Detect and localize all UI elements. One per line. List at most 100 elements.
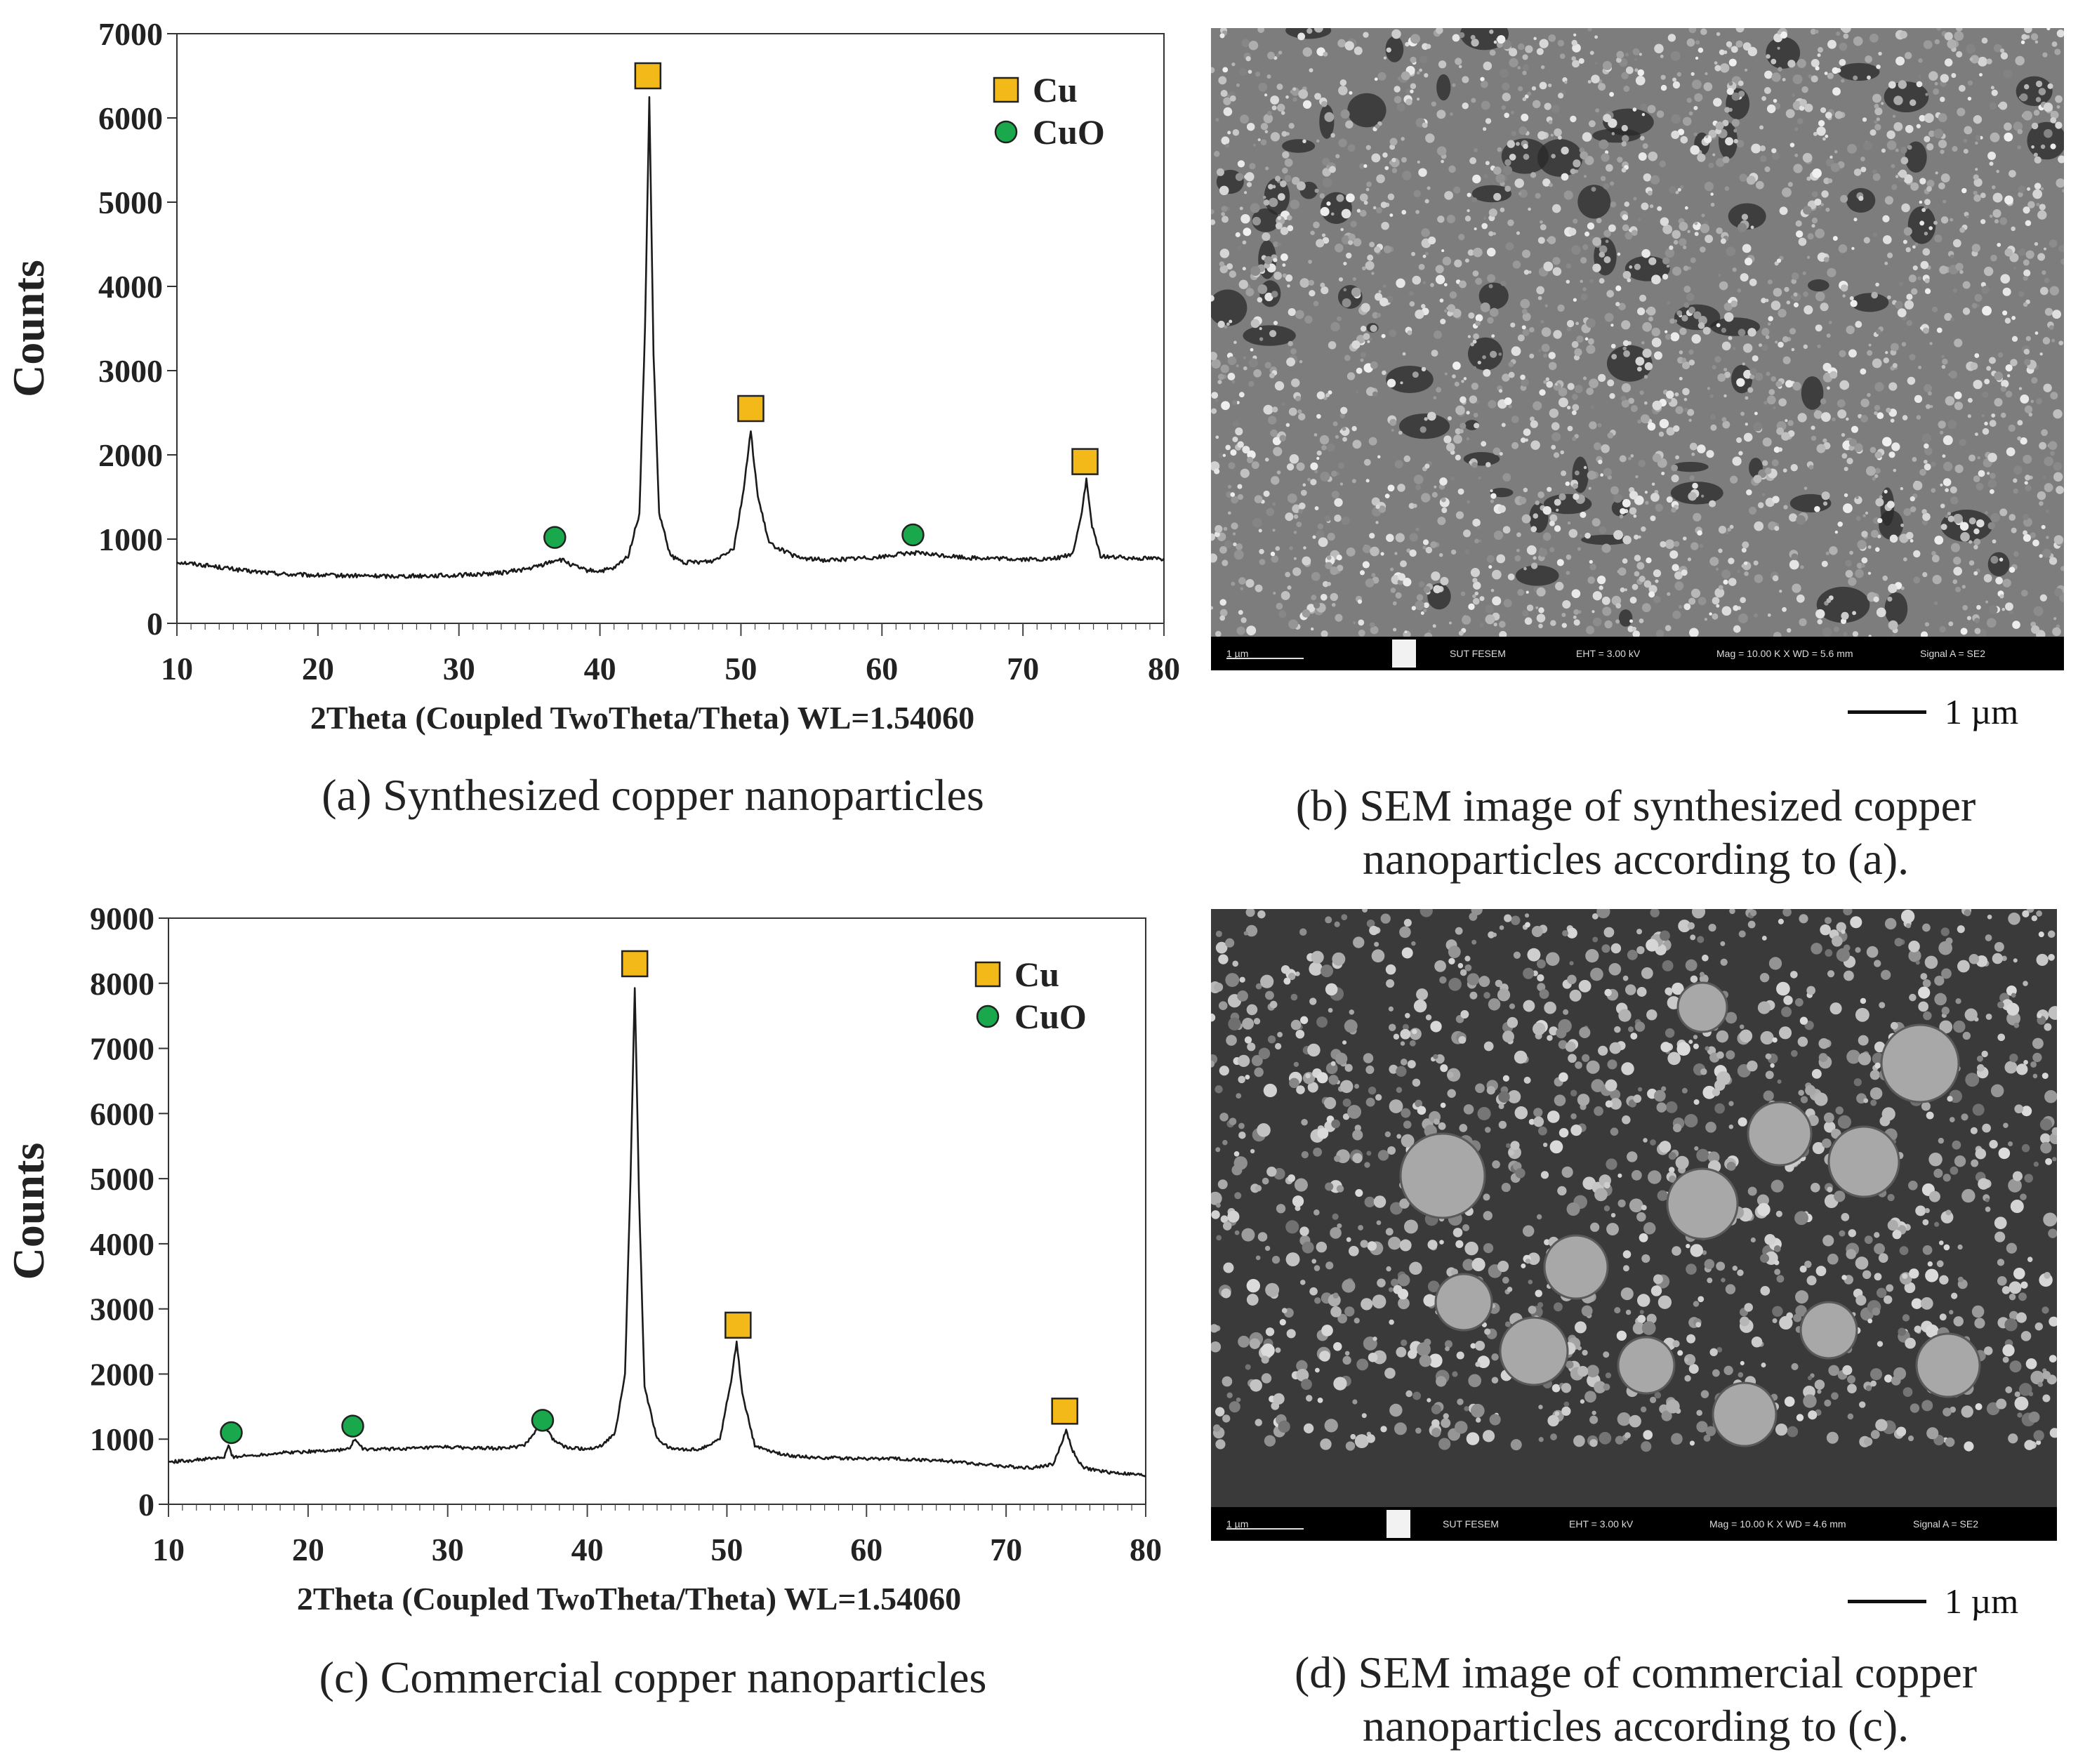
- sem-grain: [1492, 569, 1502, 580]
- sem-grain: [1222, 1376, 1233, 1387]
- scale-bar-line: [1848, 710, 1926, 714]
- sem-grain: [2018, 387, 2023, 390]
- sem-grain: [1933, 601, 1938, 606]
- sem-grain: [1537, 491, 1544, 498]
- sem-grain: [1310, 462, 1318, 470]
- sem-grain: [1841, 28, 1851, 34]
- sem-grain: [1971, 303, 1978, 309]
- sem-grain: [1828, 320, 1832, 324]
- sem-grain: [1821, 190, 1829, 198]
- sem-grain: [2041, 429, 2048, 437]
- sem-grain: [1288, 340, 1293, 347]
- sem-grain: [1921, 208, 1926, 213]
- sem-grain: [1331, 1119, 1340, 1129]
- sem-grain: [1498, 352, 1502, 356]
- sem-grain: [1617, 1412, 1631, 1426]
- sem-grain: [1536, 614, 1546, 623]
- sem-grain: [1874, 124, 1881, 131]
- sem-grain: [1986, 472, 1990, 475]
- sem-grain: [1285, 1220, 1299, 1234]
- sem-grain: [1947, 515, 1954, 522]
- sem-grain: [1483, 61, 1493, 71]
- sem-grain: [1837, 409, 1847, 419]
- sem-grain: [1642, 142, 1648, 149]
- sem-grain: [1680, 135, 1688, 144]
- sem-bar-scale: 1 µm: [1226, 648, 1249, 659]
- sem-image-synthesized: 1 µm SUT FESEM EHT = 3.00 kV Mag = 10.00…: [1211, 28, 2064, 670]
- sem-grain: [1471, 939, 1477, 945]
- sem-grain: [1324, 1419, 1338, 1433]
- sem-grain: [1332, 1292, 1339, 1299]
- sem-grain: [1530, 420, 1538, 428]
- sem-grain: [1781, 432, 1790, 441]
- sem-grain: [1241, 39, 1250, 48]
- sem-grain: [1881, 148, 1886, 153]
- sem-grain: [1479, 596, 1485, 602]
- sem-grain: [1353, 238, 1362, 247]
- sem-grain: [1584, 337, 1589, 341]
- sem-grain: [1796, 594, 1805, 603]
- sem-grain: [1778, 341, 1784, 348]
- sem-grain: [1629, 1198, 1643, 1213]
- sem-grain: [1245, 1074, 1250, 1080]
- sem-grain: [1599, 278, 1605, 284]
- sem-grain: [1742, 541, 1749, 549]
- sem-grain: [1310, 479, 1317, 486]
- sem-grain: [1271, 555, 1279, 563]
- sem-grain: [1386, 979, 1395, 988]
- sem-grain: [1330, 212, 1335, 216]
- sem-grain: [1298, 413, 1306, 420]
- sem-grain: [1667, 1052, 1681, 1066]
- sem-grain: [2053, 617, 2057, 621]
- sem-grain: [2031, 122, 2039, 130]
- sem-grain: [1647, 105, 1656, 114]
- sem-grain: [1940, 216, 1949, 224]
- sem-grain: [1471, 462, 1478, 468]
- sem-grain: [1791, 347, 1795, 352]
- sem-grain: [1585, 949, 1599, 963]
- sem-grain: [1641, 1254, 1650, 1264]
- sem-grain: [1950, 254, 1954, 259]
- sem-grain: [1259, 559, 1266, 566]
- sem-grain: [2036, 1440, 2041, 1445]
- sem-grain: [1246, 456, 1254, 464]
- sem-grain: [1344, 41, 1354, 51]
- sem-grain: [1313, 433, 1318, 437]
- sem-grain: [1248, 41, 1259, 51]
- sem-grain: [1288, 619, 1299, 630]
- sem-grain: [1493, 447, 1501, 456]
- sem-grain: [1245, 288, 1255, 297]
- sem-grain: [1787, 420, 1794, 427]
- sem-grain: [1320, 593, 1328, 601]
- sem-grain: [1823, 1112, 1834, 1123]
- sem-grain: [1726, 246, 1736, 257]
- sem-grain: [1818, 1037, 1829, 1049]
- sem-grain: [1337, 1223, 1342, 1228]
- sem-grain: [1617, 567, 1627, 576]
- sem-grain: [1240, 617, 1247, 623]
- sem-grain: [1489, 29, 1494, 34]
- sem-grain: [1855, 569, 1864, 578]
- sem-grain: [1295, 310, 1304, 319]
- sem-grain: [1591, 610, 1595, 614]
- sem-grain: [1723, 1365, 1733, 1375]
- legend-circle-icon: [994, 120, 1018, 144]
- sem-grain: [1600, 473, 1604, 477]
- sem-grain: [1365, 187, 1370, 192]
- sem-grain: [2011, 336, 2018, 342]
- sem-grain: [1352, 277, 1356, 281]
- sem-grain: [1217, 380, 1222, 385]
- sem-grain: [1954, 402, 1964, 411]
- sem-grain: [1643, 375, 1648, 379]
- sem-grain: [1221, 206, 1228, 212]
- sem-grain: [1919, 200, 1923, 204]
- sem-grain: [1858, 1035, 1869, 1046]
- sem-grain: [1920, 973, 1928, 980]
- sem-grain: [1841, 1213, 1850, 1221]
- sem-grain: [1672, 1246, 1681, 1256]
- sem-grain: [1431, 571, 1441, 581]
- sem-grain: [1225, 143, 1230, 148]
- sem-grain: [1301, 1150, 1309, 1159]
- y-tick-label: 4000: [98, 269, 163, 305]
- sem-grain: [1546, 380, 1554, 388]
